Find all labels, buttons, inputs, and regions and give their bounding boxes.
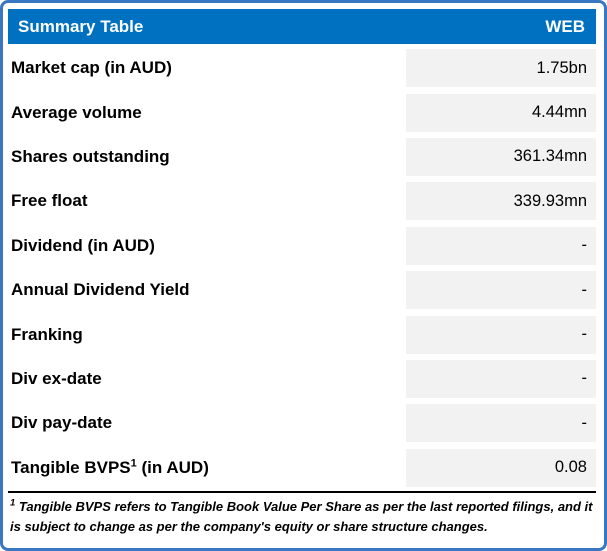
row-value: - <box>406 226 596 265</box>
footnote-divider <box>8 490 596 493</box>
table-title: Summary Table <box>18 16 144 36</box>
table-row: Div pay-date - <box>8 401 596 445</box>
footnote-marker: 1 <box>130 457 137 470</box>
footnote-marker: 1 <box>10 497 16 509</box>
footnote-text: Tangible BVPS refers to Tangible Book Va… <box>10 498 593 535</box>
row-value: 361.34mn <box>406 137 596 176</box>
table-row: Tangible BVPS1 (in AUD) 0.08 <box>8 446 596 490</box>
table-row: Dividend (in AUD) - <box>8 224 596 268</box>
table-row: Franking - <box>8 312 596 356</box>
row-value: 4.44mn <box>406 93 596 132</box>
row-label: Tangible BVPS1 (in AUD) <box>8 458 209 478</box>
row-label: Annual Dividend Yield <box>11 280 190 300</box>
table-row: Div ex-date - <box>8 357 596 401</box>
row-label: Dividend (in AUD) <box>11 235 155 255</box>
table-row: Average volume 4.44mn <box>8 90 596 134</box>
row-label: Market cap (in AUD) <box>11 58 172 78</box>
row-label: Div ex-date <box>11 368 102 388</box>
ticker-badge: WEB <box>545 16 585 36</box>
row-label-text: Tangible BVPS <box>11 457 131 477</box>
row-label: Average volume <box>11 102 142 122</box>
row-value: 0.08 <box>406 448 596 487</box>
table-row: Shares outstanding 361.34mn <box>8 135 596 179</box>
table-body: Market cap (in AUD) 1.75bn Average volum… <box>8 46 596 490</box>
footnote: 1 Tangible BVPS refers to Tangible Book … <box>8 493 596 537</box>
row-label: Shares outstanding <box>11 146 170 166</box>
row-label: Div pay-date <box>11 413 113 433</box>
row-value: - <box>406 271 596 310</box>
table-header: Summary Table WEB <box>8 9 596 44</box>
row-value: 339.93mn <box>406 182 596 221</box>
row-label: Free float <box>11 191 88 211</box>
table-row: Annual Dividend Yield - <box>8 268 596 312</box>
table-row: Free float 339.93mn <box>8 179 596 223</box>
row-label-suffix: (in AUD) <box>136 457 209 477</box>
row-label: Franking <box>11 324 83 344</box>
row-value: - <box>406 315 596 354</box>
table-row: Market cap (in AUD) 1.75bn <box>8 46 596 90</box>
row-value: - <box>406 404 596 443</box>
row-value: - <box>406 359 596 398</box>
row-value: 1.75bn <box>406 49 596 88</box>
